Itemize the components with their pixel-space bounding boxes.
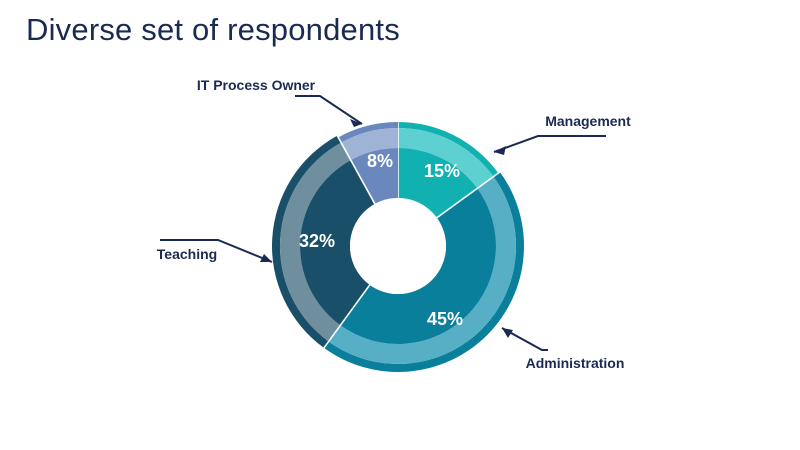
slice-management: [398, 148, 478, 218]
legend-label-administration: Administration: [526, 355, 625, 371]
slice-rim-management: [398, 122, 499, 177]
slice-band-management: [398, 128, 494, 189]
slice-administration: [340, 188, 496, 344]
callout-arrowhead-management: [494, 146, 506, 155]
legend-label-management: Management: [545, 113, 631, 129]
slice-separator: [436, 170, 503, 219]
callout-arrowhead-teaching: [260, 254, 272, 262]
data-label-administration: 45%: [427, 309, 463, 329]
data-label-it-process-owner: 8%: [367, 151, 393, 171]
slice-rim-it-process-owner: [338, 122, 398, 143]
slice-band-administration: [328, 176, 517, 365]
data-label-teaching: 32%: [299, 231, 335, 251]
data-label-management: 15%: [424, 161, 460, 181]
slice-band-it-process-owner: [341, 128, 398, 161]
slice-separator: [322, 284, 371, 351]
donut-hole: [350, 198, 446, 294]
slice-band-teaching: [279, 142, 351, 342]
slice-rim-administration: [323, 171, 524, 372]
legend-label-it-process-owner: IT Process Owner: [197, 77, 316, 93]
callout-line-administration: [501, 327, 548, 351]
slice-teaching: [300, 160, 375, 326]
slice-it-process-owner: [350, 148, 398, 204]
callout-line-teaching: [160, 239, 273, 263]
callout-line-management: [493, 135, 606, 153]
slice-separator: [335, 133, 376, 205]
callout-arrowhead-administration: [502, 328, 513, 338]
legend-label-teaching: Teaching: [157, 246, 217, 262]
slide-title: Diverse set of respondents: [26, 12, 400, 47]
callout-line-it-process-owner: [295, 95, 363, 125]
slice-rim-teaching: [272, 135, 342, 348]
callout-arrowhead-it-process-owner: [350, 119, 362, 127]
